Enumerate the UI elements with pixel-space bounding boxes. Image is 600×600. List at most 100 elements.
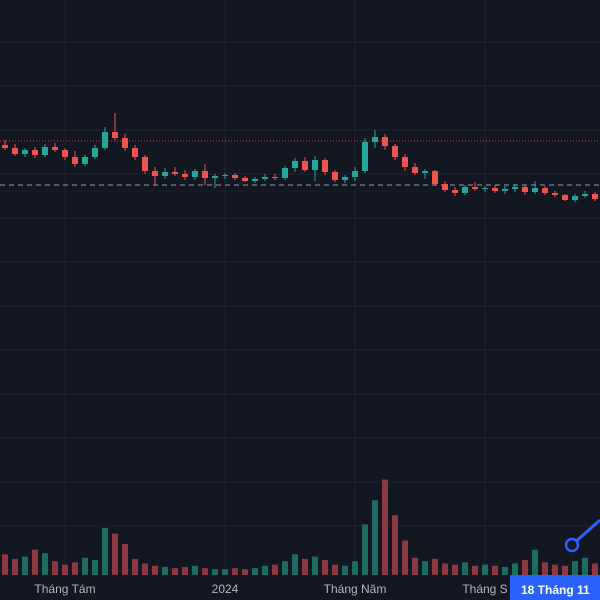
candle-body bbox=[532, 188, 538, 192]
volume-bar bbox=[302, 558, 308, 575]
volume-bar bbox=[42, 553, 48, 575]
volume-bar bbox=[432, 558, 438, 575]
candle-body bbox=[482, 188, 488, 189]
volume-bar bbox=[472, 565, 478, 575]
crosshair-label-box bbox=[510, 575, 600, 600]
candle-body bbox=[232, 175, 238, 178]
volume-bar bbox=[562, 565, 568, 575]
candle-body bbox=[72, 157, 78, 164]
candle-body bbox=[92, 148, 98, 157]
candle-body bbox=[182, 174, 188, 177]
candle-body bbox=[312, 160, 318, 170]
volume-bar bbox=[292, 554, 298, 575]
volume-bar bbox=[252, 568, 258, 575]
volume-bar bbox=[382, 479, 388, 575]
crosshair-label: 18 Tháng 11 bbox=[521, 583, 590, 597]
volume-bar bbox=[282, 561, 288, 575]
volume-bar bbox=[112, 533, 118, 575]
candle-body bbox=[52, 147, 58, 150]
candle-body bbox=[102, 132, 108, 148]
candle-body bbox=[112, 132, 118, 138]
candle-body bbox=[522, 187, 528, 192]
candle-body bbox=[132, 148, 138, 157]
x-tick-label: Tháng Năm bbox=[324, 582, 387, 596]
candle-body bbox=[392, 146, 398, 157]
candle-body bbox=[552, 193, 558, 195]
volume-bar bbox=[82, 557, 88, 575]
candle-body bbox=[2, 145, 8, 148]
candle-body bbox=[372, 137, 378, 142]
candle-body bbox=[302, 161, 308, 170]
candle-body bbox=[152, 171, 158, 176]
candle-body bbox=[442, 184, 448, 190]
volume-bar bbox=[332, 564, 338, 575]
candle-body bbox=[332, 172, 338, 180]
candle-body bbox=[412, 167, 418, 173]
volume-bar bbox=[482, 564, 488, 575]
volume-bar bbox=[122, 543, 128, 575]
volume-bar bbox=[222, 569, 228, 575]
grid bbox=[0, 0, 600, 575]
volume-bar bbox=[212, 569, 218, 575]
candle-body bbox=[512, 187, 518, 189]
volume-bar bbox=[462, 562, 468, 575]
volume-bar bbox=[172, 568, 178, 575]
candle-body bbox=[592, 194, 598, 199]
volume-bar bbox=[232, 568, 238, 575]
volume-bar bbox=[502, 566, 508, 575]
candle-body bbox=[12, 148, 18, 154]
volume-bar bbox=[312, 556, 318, 575]
candle-body bbox=[542, 188, 548, 193]
candle-body bbox=[462, 187, 468, 193]
volume-bar bbox=[62, 564, 68, 575]
volume-bar bbox=[362, 524, 368, 575]
x-tick-label: Tháng S bbox=[462, 582, 507, 596]
drawing-handle bbox=[564, 537, 580, 553]
x-tick-label: 2024 bbox=[212, 582, 239, 596]
volume-bar bbox=[592, 563, 598, 575]
volume-bar bbox=[2, 554, 8, 575]
candle-body bbox=[582, 194, 588, 196]
candle-body bbox=[192, 171, 198, 177]
candle-body bbox=[342, 177, 348, 180]
volume-bar bbox=[512, 563, 518, 575]
candle-body bbox=[572, 196, 578, 200]
volume-bar bbox=[262, 565, 268, 575]
volume-bar bbox=[492, 565, 498, 575]
volume-bar bbox=[242, 569, 248, 575]
candle-body bbox=[172, 172, 178, 174]
candle-body bbox=[242, 178, 248, 181]
volume-bar bbox=[142, 563, 148, 575]
volume-bar bbox=[422, 561, 428, 575]
candle-body bbox=[562, 195, 568, 200]
candle-body bbox=[212, 176, 218, 178]
candle-body bbox=[142, 157, 148, 171]
candle-body bbox=[252, 179, 258, 181]
candle-body bbox=[82, 157, 88, 164]
candle-body bbox=[452, 190, 458, 193]
candle-body bbox=[292, 161, 298, 168]
candle-body bbox=[282, 168, 288, 178]
volume-bar bbox=[402, 540, 408, 575]
volume-bar bbox=[32, 549, 38, 575]
volume-bar bbox=[182, 566, 188, 575]
volume-bar bbox=[532, 549, 538, 575]
candle-body bbox=[42, 147, 48, 155]
volume-bar bbox=[522, 560, 528, 575]
volume-bar bbox=[392, 515, 398, 575]
candle-body bbox=[62, 150, 68, 157]
candle-body bbox=[272, 177, 278, 178]
volume-bar bbox=[72, 562, 78, 575]
volume-bar bbox=[202, 568, 208, 575]
volume-bar bbox=[22, 556, 28, 575]
candle-body bbox=[472, 187, 478, 189]
volume-bar bbox=[92, 560, 98, 575]
candle-body bbox=[202, 171, 208, 178]
volume-bar bbox=[442, 563, 448, 575]
candle-body bbox=[262, 177, 268, 179]
volume-bar bbox=[572, 561, 578, 575]
candle-body bbox=[432, 171, 438, 184]
